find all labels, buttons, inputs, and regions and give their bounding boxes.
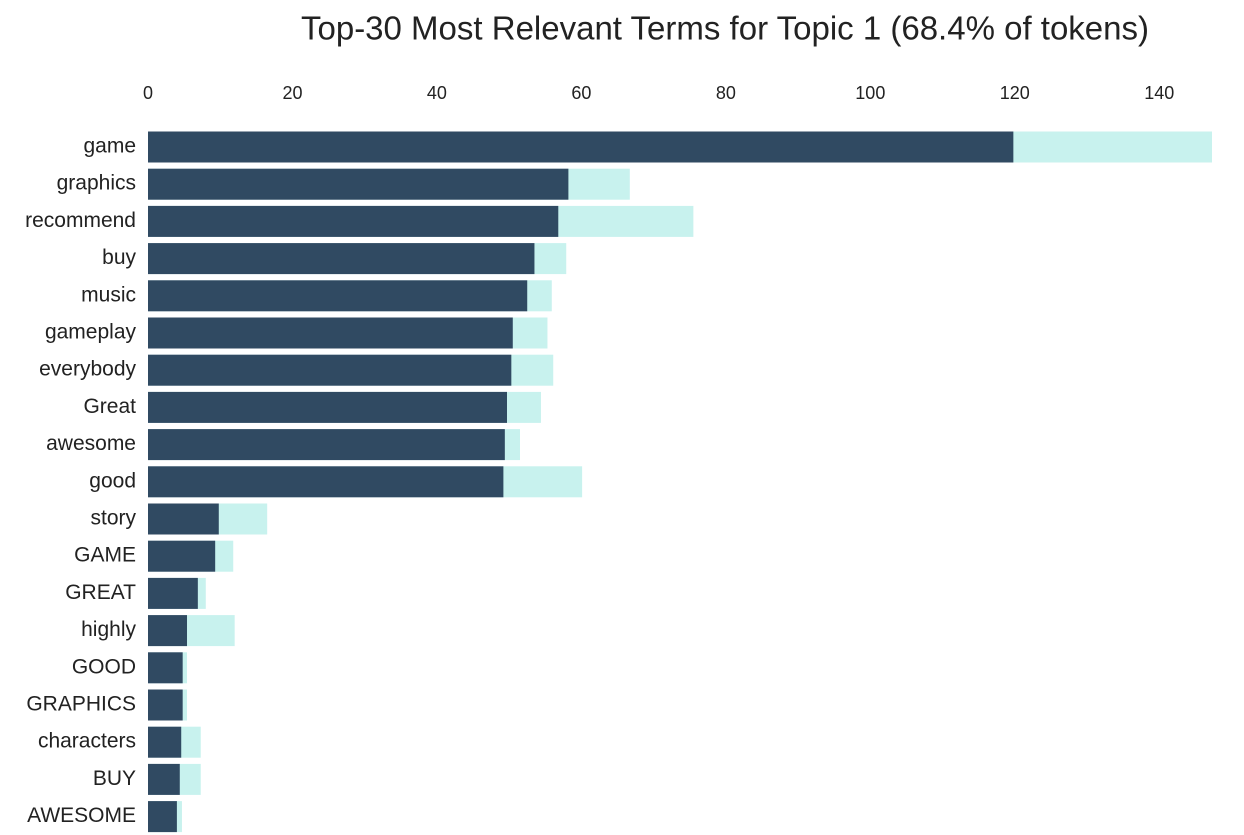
y-tick-label: BUY bbox=[93, 767, 136, 790]
bar bbox=[148, 540, 216, 572]
y-tick-label: game bbox=[83, 135, 136, 158]
bar bbox=[148, 726, 182, 758]
bar bbox=[148, 317, 513, 349]
y-tick-label: GRAPHICS bbox=[26, 693, 136, 716]
y-tick-label: gameplay bbox=[45, 321, 137, 344]
bar bbox=[148, 205, 559, 237]
y-tick-label: highly bbox=[81, 618, 136, 641]
y-tick-label: buy bbox=[102, 246, 136, 269]
y-tick-label: awesome bbox=[46, 432, 136, 455]
y-tick-label: story bbox=[90, 507, 136, 530]
y-tick-label: everybody bbox=[39, 358, 136, 381]
bar bbox=[148, 168, 569, 200]
x-tick-label: 140 bbox=[1144, 83, 1174, 103]
x-tick-label: 120 bbox=[1000, 83, 1030, 103]
bar bbox=[148, 391, 508, 423]
bar bbox=[148, 280, 528, 312]
y-tick-label: GOOD bbox=[72, 655, 136, 678]
bar bbox=[148, 652, 183, 684]
bar bbox=[148, 131, 1014, 163]
y-tick-label: characters bbox=[38, 730, 136, 753]
y-tick-label: music bbox=[81, 283, 136, 306]
x-tick-label: 100 bbox=[855, 83, 885, 103]
x-tick-label: 0 bbox=[143, 83, 153, 103]
y-tick-label: recommend bbox=[25, 209, 136, 232]
bar bbox=[148, 466, 504, 498]
y-tick-label: good bbox=[89, 469, 136, 492]
bar bbox=[148, 429, 505, 461]
bar bbox=[148, 243, 535, 275]
y-tick-label: AWESOME bbox=[27, 804, 136, 827]
bar bbox=[148, 763, 180, 795]
y-tick-label: Great bbox=[83, 395, 136, 418]
bar bbox=[148, 354, 512, 386]
bar bbox=[148, 689, 183, 721]
bar bbox=[148, 615, 188, 647]
chart-title: Top-30 Most Relevant Terms for Topic 1 (… bbox=[301, 10, 1149, 47]
x-tick-label: 20 bbox=[282, 83, 302, 103]
y-tick-label: GREAT bbox=[65, 581, 136, 604]
bar bbox=[148, 577, 198, 609]
y-tick-label: GAME bbox=[74, 544, 136, 567]
x-tick-label: 60 bbox=[571, 83, 591, 103]
y-tick-label: graphics bbox=[57, 172, 136, 195]
x-tick-label: 80 bbox=[716, 83, 736, 103]
x-tick-label: 40 bbox=[427, 83, 447, 103]
bar bbox=[148, 801, 177, 833]
bar bbox=[148, 503, 219, 535]
